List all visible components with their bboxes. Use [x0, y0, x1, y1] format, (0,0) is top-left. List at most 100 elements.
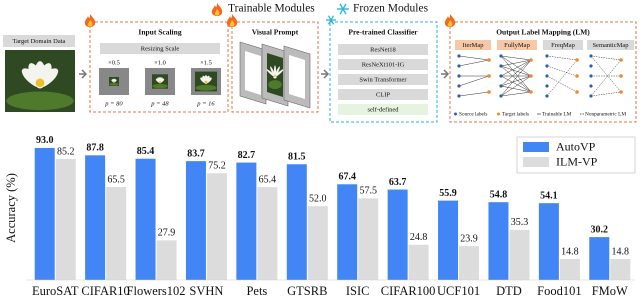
- value-label: 55.9: [439, 188, 457, 199]
- leaf: [268, 80, 282, 90]
- lm-link: [546, 65, 578, 77]
- source-node: [457, 64, 461, 68]
- prompt-frames: [239, 41, 311, 109]
- input-label-box: [3, 35, 75, 47]
- target-node: [529, 90, 533, 94]
- value-label: 52.0: [309, 193, 327, 204]
- value-label: 67.4: [338, 172, 356, 183]
- model-box: [338, 44, 428, 55]
- flame-icon: [211, 3, 223, 16]
- value-label: 85.4: [137, 146, 155, 157]
- mapping-box: [449, 21, 637, 123]
- mapping-title: Output Label Mapping (LM): [496, 28, 590, 37]
- method-label: IterMap: [463, 42, 484, 49]
- bar: [185, 161, 206, 280]
- source-node: [545, 54, 549, 58]
- lm-link: [500, 75, 532, 93]
- value-label: 24.8: [410, 232, 428, 243]
- target-node: [529, 58, 533, 62]
- flame-inner: [229, 20, 235, 27]
- source-node: [457, 74, 461, 78]
- prompt-box: [231, 21, 319, 113]
- bar: [488, 202, 509, 280]
- bar: [106, 186, 127, 280]
- patch-label: p = 48: [150, 100, 169, 107]
- lm-link: [500, 85, 532, 93]
- lm-link: [500, 65, 532, 77]
- lm-link: [546, 75, 578, 93]
- x-tick-label: GTSRB: [287, 284, 327, 298]
- value-label: 83.7: [187, 148, 205, 159]
- target-node: [619, 74, 623, 78]
- y-axis-label: Accuracy (%): [4, 173, 18, 243]
- lm-link: [500, 59, 532, 97]
- bar: [337, 184, 358, 280]
- bar: [135, 158, 156, 280]
- bar: [257, 187, 278, 280]
- value-label: 93.0: [36, 135, 54, 146]
- target-node: [575, 58, 579, 62]
- lm-link: [500, 55, 532, 77]
- target-node: [487, 74, 491, 78]
- input-image: [5, 50, 75, 112]
- method-box: [543, 40, 583, 50]
- bar: [610, 258, 631, 280]
- legend-label: Nonparametric LM: [585, 112, 626, 118]
- target-node: [487, 58, 491, 62]
- method-label: SemanticMap: [592, 42, 628, 49]
- model-box: [338, 104, 428, 115]
- target-node: [619, 58, 623, 62]
- lm-link: [458, 55, 490, 61]
- scaling-box: [89, 21, 229, 113]
- source-node: [499, 84, 503, 88]
- leaf: [6, 91, 74, 111]
- flame-icon: [444, 14, 456, 27]
- method-label: FreqMap: [551, 42, 575, 49]
- flame-inner: [447, 20, 453, 27]
- legend-label: Target labels: [502, 112, 529, 118]
- frame-inner: [289, 55, 305, 99]
- value-label: 57.5: [359, 186, 377, 197]
- patch-label: p = 16: [196, 100, 215, 107]
- x-tick-label: SVHN: [189, 284, 223, 298]
- legend-swatch: [523, 157, 549, 167]
- x-tick-label: FMoW: [592, 284, 628, 298]
- center: [204, 80, 208, 84]
- input-label: Target Domain Data: [13, 38, 66, 45]
- x-tick-label: DTD: [496, 284, 522, 298]
- classifier-box: [329, 21, 438, 123]
- x-tick-label: Pets: [246, 284, 267, 298]
- center: [113, 81, 115, 83]
- target-node: [619, 90, 623, 94]
- method-box: [455, 40, 491, 50]
- value-label: 63.7: [389, 177, 407, 188]
- arrow: [79, 69, 88, 79]
- model-box: [338, 74, 428, 85]
- legend-label: Source labels: [459, 112, 487, 118]
- value-label: 54.8: [490, 189, 508, 200]
- target-node: [575, 90, 579, 94]
- lm-link: [458, 59, 490, 67]
- bar: [459, 246, 480, 280]
- source-node: [589, 84, 593, 88]
- x-tick-label: ISIC: [346, 284, 370, 298]
- scaling-title: Input Scaling: [138, 28, 181, 37]
- scale-label: ×0.5: [108, 59, 120, 66]
- model-label: ResNet18: [370, 46, 396, 53]
- value-label: 35.3: [511, 217, 529, 228]
- source-node: [457, 54, 461, 58]
- lm-link: [500, 91, 532, 97]
- resize-bar: [100, 43, 220, 54]
- scale-label: ×1.5: [200, 59, 212, 66]
- lm-link: [500, 75, 532, 97]
- bar: [307, 206, 328, 280]
- lm-link: [500, 75, 532, 87]
- lm-link: [590, 91, 622, 97]
- value-label: 65.4: [259, 174, 277, 185]
- value-label: 85.2: [57, 146, 75, 157]
- source-node: [545, 64, 549, 68]
- source-node: [545, 84, 549, 88]
- x-tick-label: Food101: [537, 284, 581, 298]
- value-label: 30.2: [591, 224, 609, 235]
